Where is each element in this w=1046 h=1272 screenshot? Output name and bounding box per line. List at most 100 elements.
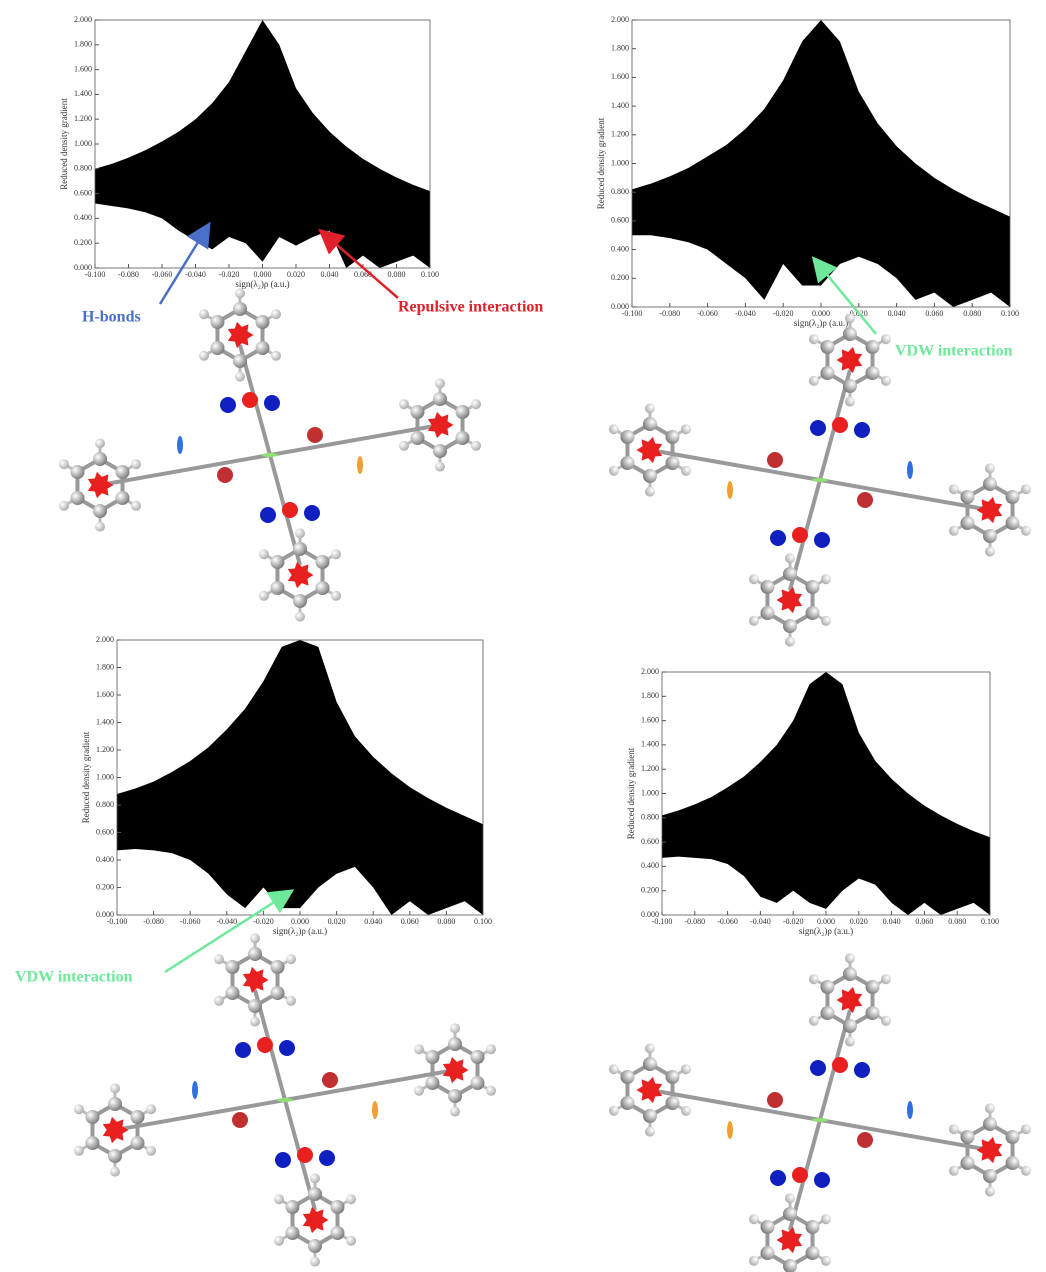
hydrogen-atom bbox=[295, 528, 305, 538]
x-tick-label: 0.080 bbox=[948, 917, 966, 926]
oxygen-atom bbox=[857, 492, 873, 508]
y-tick-label: 1.600 bbox=[96, 690, 114, 699]
ring-isosurface bbox=[836, 987, 862, 1013]
carbon-atom bbox=[843, 379, 857, 393]
x-tick-label: -0.060 bbox=[717, 917, 738, 926]
x-tick-label: -0.080 bbox=[684, 917, 705, 926]
x-tick-label: -0.100 bbox=[622, 309, 643, 318]
hydrogen-atom bbox=[131, 501, 141, 511]
ring-isosurface bbox=[836, 347, 862, 373]
y-tick-label: 1.800 bbox=[611, 44, 629, 53]
y-tick-label: 1.400 bbox=[641, 740, 659, 749]
hydrogen-atom bbox=[645, 487, 655, 497]
x-tick-label: 0.020 bbox=[850, 917, 868, 926]
x-tick-label: -0.040 bbox=[750, 917, 771, 926]
rdg-scatter-area bbox=[632, 20, 1010, 307]
hydrogen-atom bbox=[809, 974, 819, 984]
carbon-atom bbox=[760, 580, 774, 594]
hydrogen-atom bbox=[486, 1086, 496, 1096]
y-tick-label: 1.600 bbox=[74, 64, 92, 73]
x-tick-label: 0.080 bbox=[388, 270, 406, 279]
carbon-atom bbox=[293, 542, 307, 556]
carbon-atom bbox=[308, 1239, 322, 1253]
carbon-atom bbox=[620, 456, 634, 470]
carbon-atom bbox=[448, 1037, 462, 1051]
y-tick-label: 0.600 bbox=[96, 827, 114, 836]
hydrogen-atom bbox=[785, 637, 795, 647]
y-tick-label: 1.600 bbox=[611, 72, 629, 81]
hydrogen-atom bbox=[681, 1106, 691, 1116]
hydrogen-atom bbox=[346, 1194, 356, 1204]
carbon-atom bbox=[108, 1149, 122, 1163]
oxygen-atom bbox=[857, 1132, 873, 1148]
y-tick-label: 1.200 bbox=[74, 114, 92, 123]
ring-isosurface bbox=[792, 1167, 808, 1183]
carbon-atom bbox=[233, 354, 247, 368]
x-tick-label: 0.020 bbox=[287, 270, 305, 279]
carbon-atom bbox=[270, 581, 284, 595]
hydrogen-atom bbox=[785, 1193, 795, 1203]
annotation-text: VDW interaction bbox=[895, 343, 1013, 360]
hydrogen-atom bbox=[399, 441, 409, 451]
carbon-atom bbox=[116, 491, 130, 505]
hydrogen-atom bbox=[845, 397, 855, 407]
carbon-atom bbox=[666, 1096, 680, 1110]
carbon-atom bbox=[820, 340, 834, 354]
hydrogen-atom bbox=[271, 309, 281, 319]
nitrogen-atom bbox=[260, 507, 276, 523]
x-tick-label: 0.060 bbox=[925, 309, 943, 318]
carbon-atom bbox=[331, 1226, 345, 1240]
carbon-atom bbox=[471, 1050, 485, 1064]
hydrogen-atom bbox=[59, 459, 69, 469]
carbon-atom bbox=[820, 980, 834, 994]
oxygen-atom bbox=[307, 427, 323, 443]
isosurface-patch bbox=[192, 1081, 198, 1099]
x-tick-label: -0.080 bbox=[143, 917, 164, 926]
hydrogen-atom bbox=[146, 1104, 156, 1114]
x-tick-label: 0.000 bbox=[254, 270, 272, 279]
x-tick-label: -0.040 bbox=[216, 917, 237, 926]
annotation-arrow bbox=[160, 226, 208, 304]
nitrogen-atom bbox=[220, 397, 236, 413]
annotation-text: Repulsive interaction bbox=[398, 299, 543, 316]
y-tick-label: 0.600 bbox=[74, 188, 92, 197]
carbon-atom bbox=[433, 444, 447, 458]
carbon-atom bbox=[410, 405, 424, 419]
carbon-atom bbox=[866, 980, 880, 994]
x-tick-label: 0.080 bbox=[437, 917, 455, 926]
carbon-atom bbox=[806, 606, 820, 620]
oxygen-atom bbox=[217, 467, 233, 483]
x-tick-label: 0.000 bbox=[291, 917, 309, 926]
hydrogen-atom bbox=[881, 1016, 891, 1026]
x-axis-label: sign(λ₂)ρ (a.u.) bbox=[235, 279, 289, 289]
hydrogen-atom bbox=[821, 616, 831, 626]
carbon-atom bbox=[960, 516, 974, 530]
nitrogen-atom bbox=[770, 1170, 786, 1186]
y-tick-label: 1.800 bbox=[96, 662, 114, 671]
ring-isosurface bbox=[976, 1137, 1002, 1163]
carbon-atom bbox=[960, 1130, 974, 1144]
hydrogen-atom bbox=[749, 574, 759, 584]
hydrogen-atom bbox=[949, 484, 959, 494]
carbon-atom bbox=[643, 1057, 657, 1071]
hydrogen-atom bbox=[821, 1214, 831, 1224]
nitrogen-atom bbox=[810, 420, 826, 436]
carbon-atom bbox=[131, 1136, 145, 1150]
carbon-atom bbox=[620, 1070, 634, 1084]
hydrogen-atom bbox=[749, 1256, 759, 1266]
carbon-atom bbox=[960, 1156, 974, 1170]
y-axis-label: Reduced density gradient bbox=[596, 117, 606, 209]
hydrogen-atom bbox=[809, 334, 819, 344]
isosurface-patch bbox=[372, 1101, 378, 1119]
carbon-atom bbox=[806, 1246, 820, 1260]
x-axis-label: sign(λ₂)ρ (a.u.) bbox=[273, 926, 327, 936]
carbon-atom bbox=[1006, 490, 1020, 504]
y-tick-label: 2.000 bbox=[611, 15, 629, 24]
carbon-atom bbox=[620, 1096, 634, 1110]
carbon-atom bbox=[643, 469, 657, 483]
carbon-atom bbox=[843, 967, 857, 981]
y-axis-label: Reduced density gradient bbox=[626, 747, 636, 839]
molecule bbox=[74, 933, 496, 1266]
ring-isosurface bbox=[776, 587, 802, 613]
hydrogen-atom bbox=[486, 1044, 496, 1054]
